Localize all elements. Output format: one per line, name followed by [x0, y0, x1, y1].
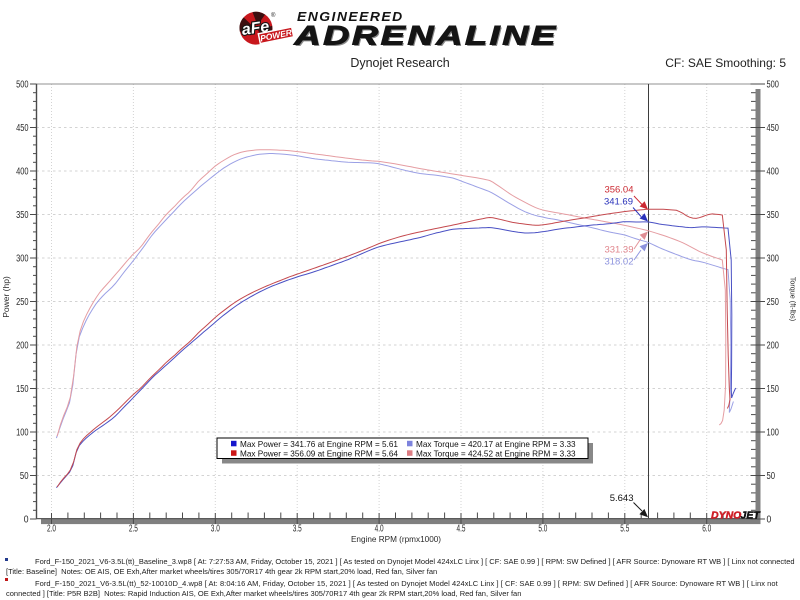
svg-text:100: 100 [767, 428, 780, 439]
svg-text:Max Torque = 420.17 at Engine: Max Torque = 420.17 at Engine RPM = 3.33 [416, 440, 576, 449]
svg-text:Max Torque = 424.52 at Engine: Max Torque = 424.52 at Engine RPM = 3.33 [416, 449, 576, 458]
svg-text:100: 100 [16, 428, 29, 439]
svg-text:Torque (ft-lbs): Torque (ft-lbs) [789, 277, 798, 321]
svg-text:DYNO: DYNO [711, 509, 741, 521]
svg-text:4.5: 4.5 [457, 524, 466, 535]
svg-text:3.5: 3.5 [293, 524, 302, 535]
svg-text:CF: SAE Smoothing: 5: CF: SAE Smoothing: 5 [665, 56, 786, 70]
svg-text:331.39: 331.39 [604, 245, 633, 256]
svg-text:Dynojet Research: Dynojet Research [350, 56, 449, 70]
svg-text:300: 300 [767, 254, 780, 265]
svg-text:Power (hp): Power (hp) [1, 276, 11, 318]
svg-text:150: 150 [16, 384, 29, 395]
svg-text:350: 350 [767, 210, 780, 221]
svg-text:500: 500 [767, 80, 780, 91]
svg-text:2.5: 2.5 [129, 524, 138, 535]
svg-text:6.0: 6.0 [702, 524, 711, 535]
svg-text:341.69: 341.69 [604, 197, 633, 208]
svg-text:ADRENALINE: ADRENALINE [295, 22, 560, 52]
svg-text:450: 450 [767, 123, 780, 134]
svg-text:250: 250 [16, 297, 29, 308]
svg-text:50: 50 [20, 471, 29, 482]
svg-text:50: 50 [767, 471, 776, 482]
svg-text:5.0: 5.0 [538, 524, 547, 535]
svg-text:150: 150 [767, 384, 780, 395]
svg-text:200: 200 [16, 341, 29, 352]
svg-text:0: 0 [24, 515, 29, 526]
svg-text:0: 0 [767, 515, 772, 526]
svg-text:300: 300 [16, 254, 29, 265]
svg-text:JET: JET [741, 509, 762, 521]
svg-text:ENGINEERED: ENGINEERED [297, 9, 404, 24]
svg-text:®: ® [271, 12, 276, 19]
svg-text:450: 450 [16, 123, 29, 134]
svg-text:Max Power = 341.76 at Engine R: Max Power = 341.76 at Engine RPM = 5.61 [240, 440, 398, 449]
svg-text:Engine RPM (rpmx1000): Engine RPM (rpmx1000) [351, 535, 441, 544]
svg-text:200: 200 [767, 341, 780, 352]
svg-text:400: 400 [767, 167, 780, 178]
svg-text:318.02: 318.02 [604, 257, 633, 268]
svg-text:250: 250 [767, 297, 780, 308]
svg-text:500: 500 [16, 80, 29, 91]
svg-text:ADRENALINE: ADRENALINE [293, 20, 558, 50]
svg-text:350: 350 [16, 210, 29, 221]
svg-text:3.0: 3.0 [211, 524, 220, 535]
svg-text:5.5: 5.5 [620, 524, 629, 535]
svg-text:5.643: 5.643 [610, 493, 634, 504]
svg-text:4.0: 4.0 [375, 524, 384, 535]
svg-text:356.04: 356.04 [604, 185, 633, 196]
svg-text:2.0: 2.0 [47, 524, 56, 535]
svg-text:Max Power = 356.09 at Engine R: Max Power = 356.09 at Engine RPM = 5.64 [240, 449, 398, 458]
svg-text:400: 400 [16, 167, 29, 178]
